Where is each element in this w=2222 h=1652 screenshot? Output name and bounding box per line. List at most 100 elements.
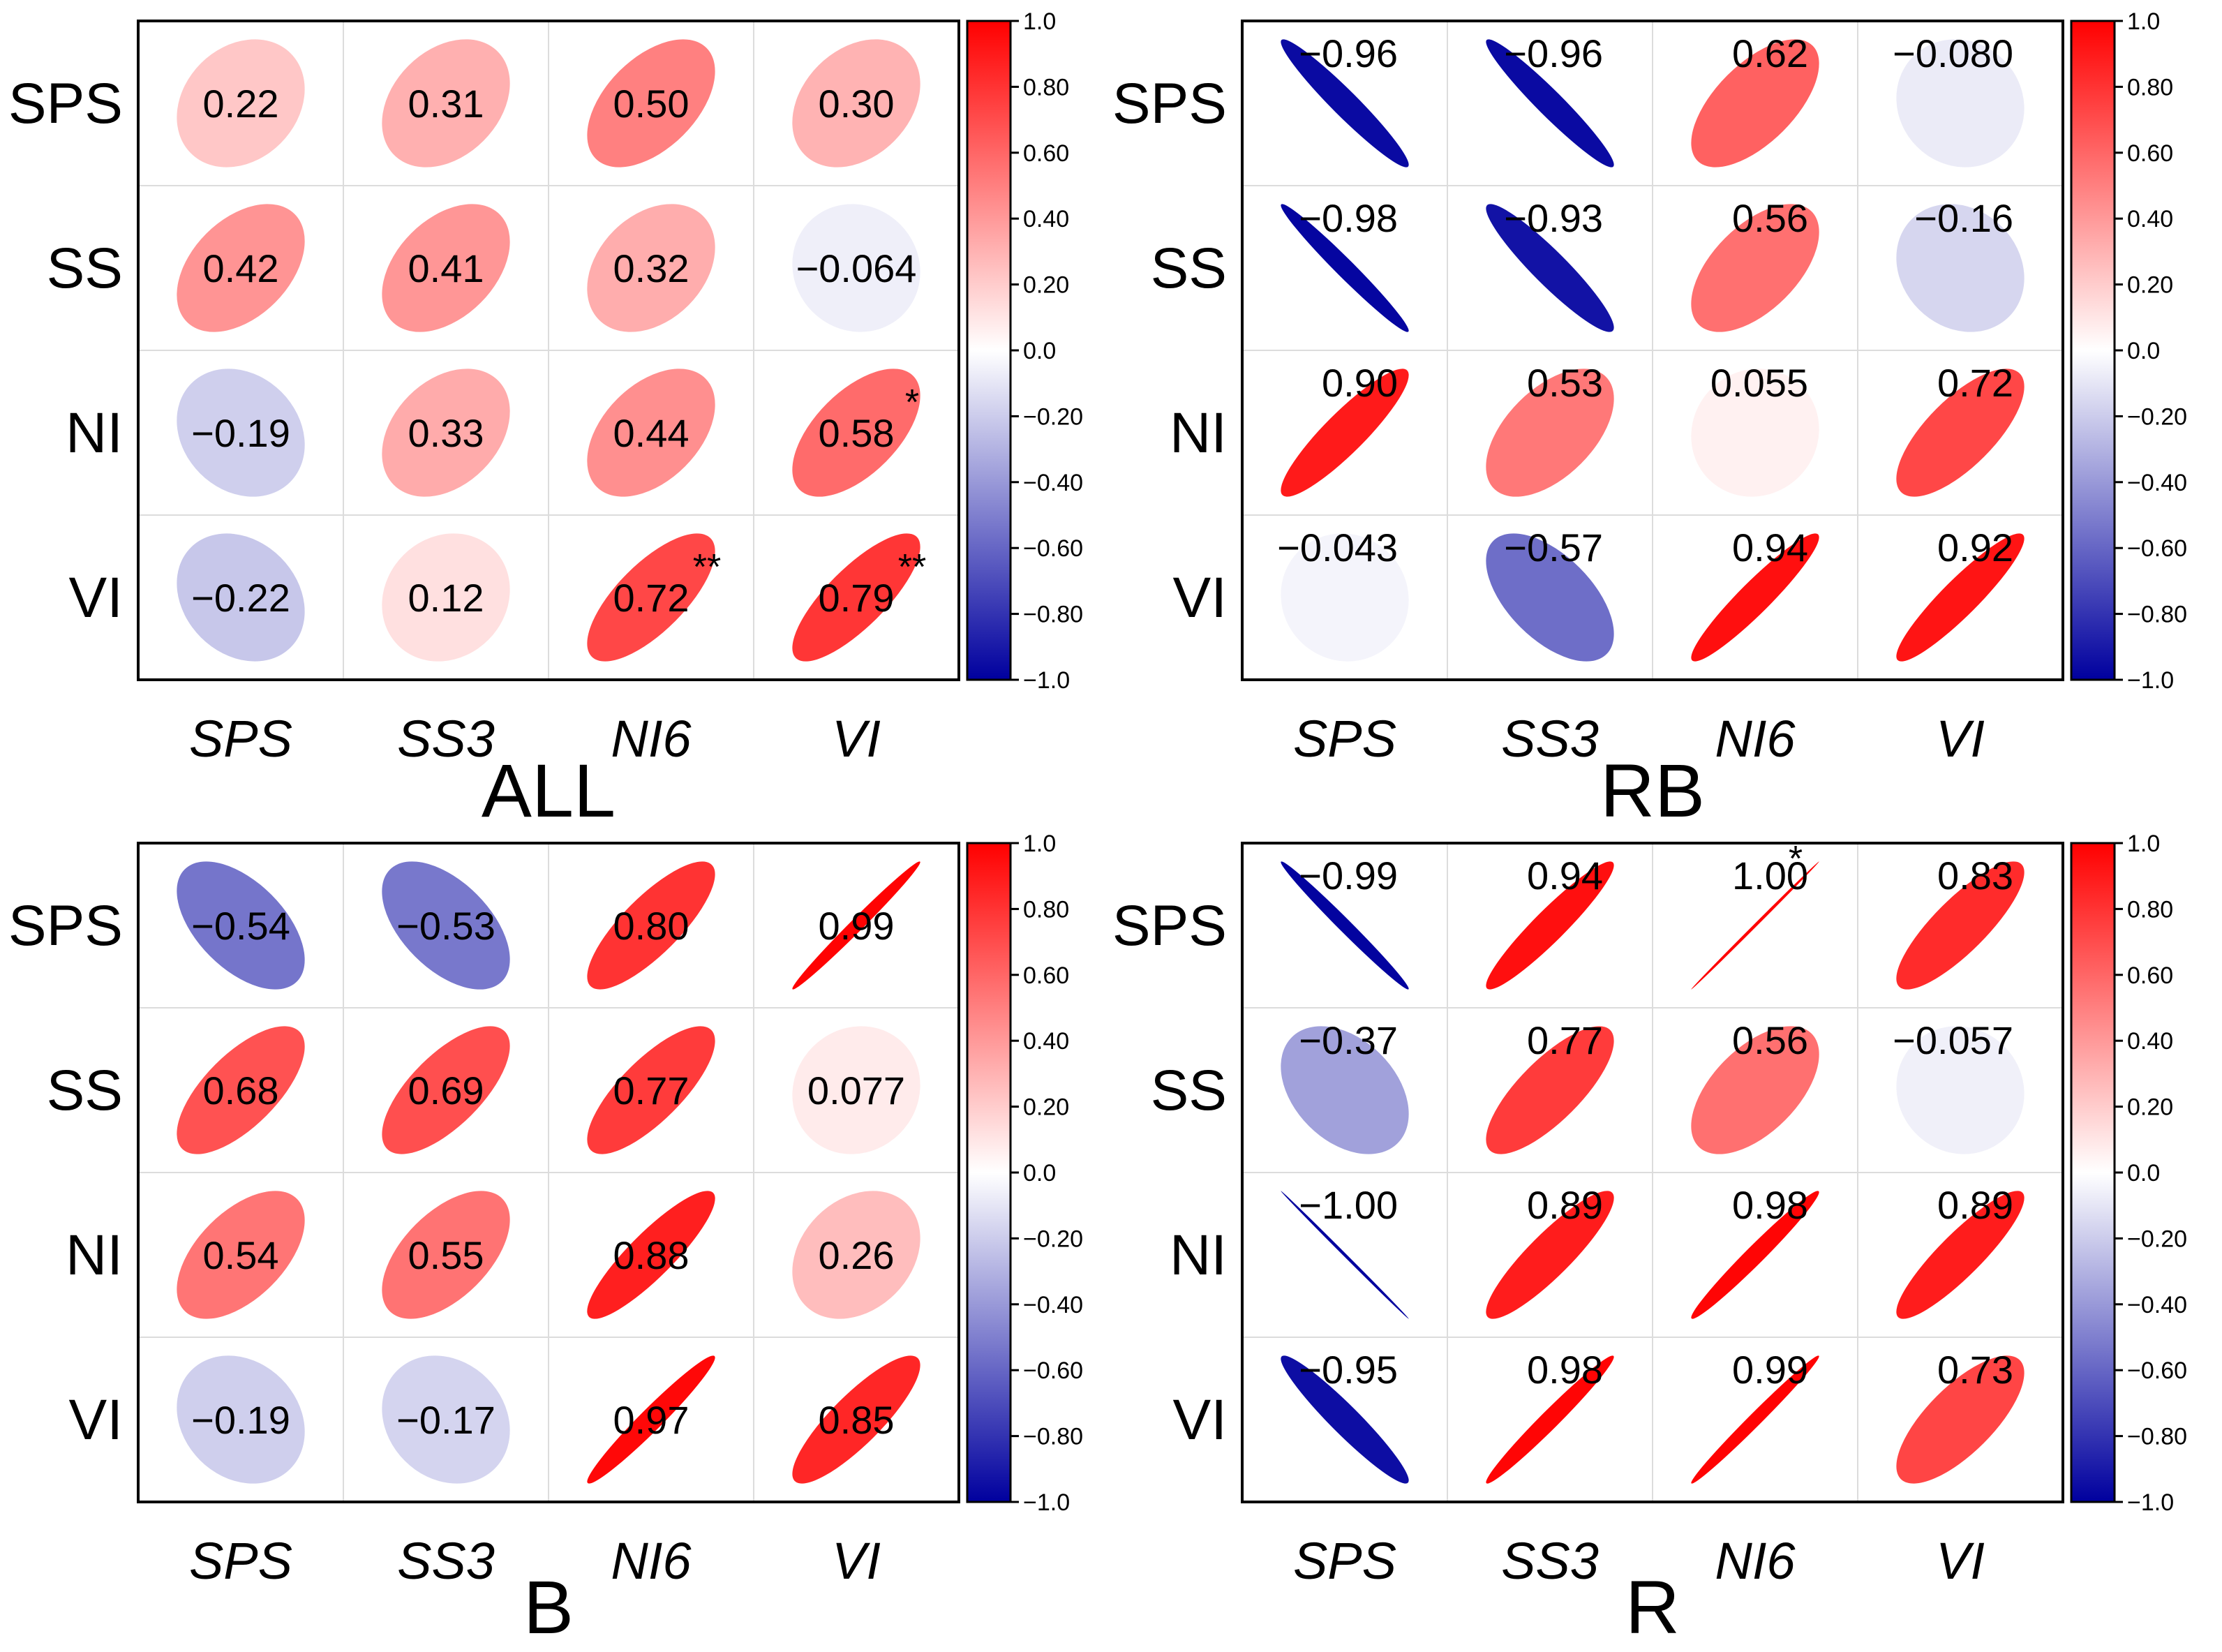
colorbar-tick-label: −0.60 <box>1023 1357 1083 1384</box>
column-label: VI <box>1936 1532 1985 1590</box>
panel-title: R <box>1625 1565 1680 1649</box>
correlation-ellipse <box>1896 1355 2025 1484</box>
correlation-ellipse <box>1896 1191 2025 1319</box>
correlation-ellipse <box>1486 533 1614 662</box>
cell-value-label: 0.94 <box>1527 854 1603 898</box>
colorbar-tick-label: −1.0 <box>2127 667 2174 694</box>
correlation-ellipse <box>382 39 510 168</box>
colorbar-tick-label: 0.60 <box>2127 140 2173 167</box>
row-label: NI <box>1170 1223 1227 1287</box>
correlation-ellipse <box>382 1191 510 1319</box>
colorbar-tick-label: −0.60 <box>1023 535 1083 562</box>
correlation-ellipse <box>587 204 715 332</box>
cell-value-label: 0.56 <box>1732 196 1808 240</box>
correlation-ellipse <box>792 204 920 332</box>
cell-value-label: −0.98 <box>1299 196 1398 240</box>
row-label: SS <box>1151 237 1227 300</box>
cell-value-label: 0.26 <box>819 1233 895 1277</box>
cell-value-label: 0.89 <box>1527 1183 1603 1227</box>
colorbar-tick-label: −0.60 <box>2127 535 2187 562</box>
cell-value-label: 0.77 <box>1527 1018 1603 1062</box>
correlation-ellipse <box>177 1191 305 1319</box>
cell-value-label: 0.97 <box>613 1398 689 1442</box>
colorbar-tick-label: −0.40 <box>1023 470 1083 496</box>
correlation-ellipse <box>382 861 510 990</box>
column-label: SS3 <box>1501 1532 1599 1590</box>
cell-value-label: −0.057 <box>1893 1018 2013 1062</box>
row-label: SS <box>47 1059 123 1122</box>
cell-value-label: 0.98 <box>1527 1348 1603 1392</box>
cell-value-label: −0.53 <box>396 904 495 948</box>
cell-value-label: 0.98 <box>1732 1183 1808 1227</box>
colorbar-tick-label: −0.80 <box>1023 1424 1083 1450</box>
cell-value-label: 0.88 <box>613 1233 689 1277</box>
column-label: SS3 <box>397 710 495 768</box>
cell-value-label: 0.90 <box>1322 361 1398 405</box>
cell-value-label: 0.50 <box>613 82 689 126</box>
grid <box>1242 843 2063 1502</box>
correlation-ellipse <box>1896 39 2025 168</box>
colorbar-tick-label: −1.0 <box>2127 1489 2174 1516</box>
colorbar-tick-label: 0.20 <box>2127 272 2173 299</box>
colorbar-tick-label: 0.80 <box>2127 74 2173 101</box>
correlation-ellipse <box>792 369 920 497</box>
correlation-ellipse <box>1896 1026 2025 1154</box>
row-label: SS <box>1151 1059 1227 1122</box>
correlation-ellipse <box>1281 369 1409 497</box>
grid <box>1242 21 2063 680</box>
colorbar-tick-label: 0.40 <box>1023 206 1069 232</box>
cell-value-label: 0.30 <box>819 82 895 126</box>
cell-value-label: −0.96 <box>1299 31 1398 75</box>
cell-value-label: 0.31 <box>408 82 484 126</box>
colorbar-tick-label: −0.40 <box>2127 1292 2187 1318</box>
correlation-ellipse <box>1691 1026 1819 1154</box>
colorbar-tick-label: 0.40 <box>2127 1028 2173 1055</box>
correlation-ellipse <box>1691 39 1819 168</box>
colorbar: 1.0 0.80 0.60 0.40 0.20 0.0 −0.20 −0.40 −0.60 −0.… <box>2070 8 2187 694</box>
correlation-ellipse <box>1486 369 1614 497</box>
cell-value-label: 0.92 <box>1937 526 2013 570</box>
row-label: VI <box>1173 1388 1227 1452</box>
row-label: SS <box>47 237 123 300</box>
colorbar-tick-label: 1.0 <box>2127 8 2160 35</box>
column-label: SS3 <box>1501 710 1599 768</box>
colorbar-tick-label: 0.60 <box>1023 962 1069 989</box>
cell-value-label: −0.16 <box>1914 196 2013 240</box>
cell-value-label: 0.79 <box>819 576 895 620</box>
colorbar-tick-label: 0.0 <box>1023 338 1056 364</box>
correlation-ellipse <box>382 204 510 332</box>
row-label: NI <box>66 401 123 465</box>
cell-value-label: 0.99 <box>1732 1348 1808 1392</box>
panel-all: 0.22 0.31 0.50 0.30 0.42 0.41 0.32 −0.064 −0.19 0… <box>8 8 1083 833</box>
colorbar-tick-label: −0.80 <box>2127 1424 2187 1450</box>
colorbar-tick-label: −1.0 <box>1023 1489 1070 1516</box>
correlation-ellipse <box>1281 1355 1409 1484</box>
correlation-ellipse <box>1486 1191 1614 1319</box>
column-label: SPS <box>189 1532 292 1590</box>
colorbar: 1.0 0.80 0.60 0.40 0.20 0.0 −0.20 −0.40 −0.60 −0.… <box>966 8 1083 694</box>
correlation-ellipse <box>1281 39 1409 168</box>
row-label: NI <box>66 1223 123 1287</box>
row-label: VI <box>69 566 123 630</box>
cell-value-label: −0.043 <box>1277 526 1398 570</box>
cell-value-label: −0.93 <box>1504 196 1603 240</box>
plot-frame <box>1241 20 2064 681</box>
correlation-ellipse <box>1486 861 1614 990</box>
cell-value-label: −0.37 <box>1299 1018 1398 1062</box>
correlation-ellipse <box>1281 1026 1409 1154</box>
correlation-ellipse <box>1281 533 1409 662</box>
correlation-ellipse <box>1896 369 2025 497</box>
cell-value-label: −0.96 <box>1504 31 1603 75</box>
row-label: SPS <box>1112 894 1227 958</box>
column-label: VI <box>1936 710 1985 768</box>
correlation-ellipse <box>177 204 305 332</box>
cell-value-label: 0.41 <box>408 246 484 290</box>
panel-r: −0.99 0.94 1.00* 0.83 −0.37 0.77 0.56 −0.057 −1.… <box>1112 831 2187 1649</box>
correlation-ellipse <box>382 533 510 662</box>
colorbar-tick-label: 0.60 <box>2127 962 2173 989</box>
correlation-ellipse <box>587 369 715 497</box>
colorbar-tick-label: 0.0 <box>2127 1160 2160 1186</box>
colorbar-gradient <box>966 842 1012 1503</box>
cell-value-label: 0.89 <box>1937 1183 2013 1227</box>
correlation-ellipse <box>1486 204 1614 332</box>
